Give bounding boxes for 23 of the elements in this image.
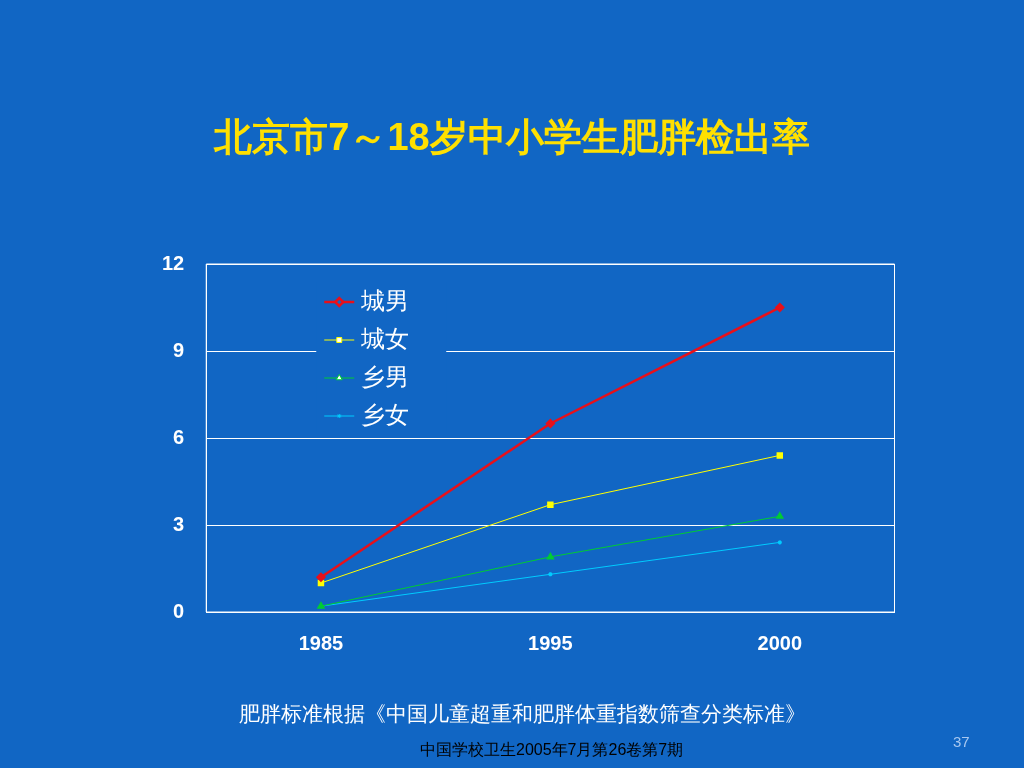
x-tick-label: 2000 [757, 631, 803, 654]
point [776, 452, 784, 459]
x-tick-label: 1995 [528, 631, 573, 654]
legend-label: 城男 [360, 286, 410, 314]
y-tick-label: 12 [162, 251, 185, 274]
y-tick-label: 3 [173, 512, 185, 535]
point [316, 572, 326, 582]
point [776, 512, 784, 519]
text: 肥胖标准根据《中国儿童超重和肥胖体重指数筛查分类标准》 [237, 701, 807, 727]
point [545, 418, 556, 429]
point [546, 552, 555, 560]
chart-title: 北京市7～18岁中小学生肥胖检出率 [212, 115, 811, 160]
x-tick-label: 1985 [298, 631, 344, 654]
text: 中国学校卫生2005年7月第26卷第7期 [420, 740, 684, 760]
y-tick-label: 0 [173, 599, 185, 622]
point [775, 302, 785, 313]
legend-label: 城女 [360, 324, 410, 352]
legend-label: 乡女 [361, 400, 410, 428]
legend-label: 乡男 [361, 362, 410, 390]
point [547, 501, 554, 508]
y-tick-label: 9 [173, 338, 185, 361]
text: 37 [953, 733, 970, 750]
y-tick-label: 6 [173, 425, 185, 448]
